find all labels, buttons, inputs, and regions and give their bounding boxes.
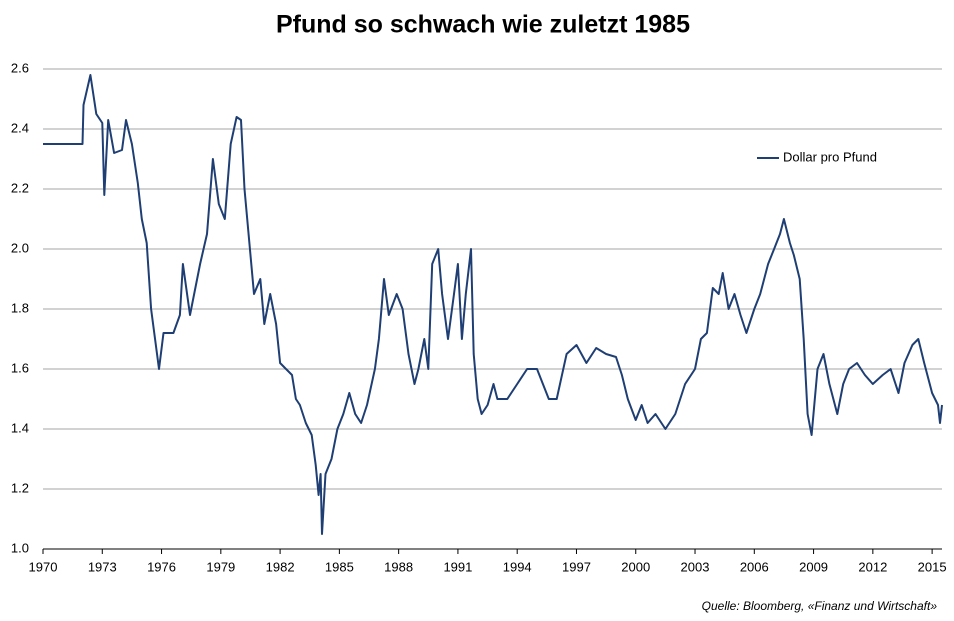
x-tick-label: 2006 xyxy=(740,559,769,574)
chart-title: Pfund so schwach wie zuletzt 1985 xyxy=(276,11,690,39)
y-tick-label: 1.2 xyxy=(11,480,29,495)
x-tick-label: 2000 xyxy=(621,559,650,574)
x-tick-label: 1970 xyxy=(29,559,58,574)
x-tick-label: 1997 xyxy=(562,559,591,574)
x-tick-label: 1976 xyxy=(147,559,176,574)
x-tick-label: 1985 xyxy=(325,559,354,574)
y-tick-label: 2.0 xyxy=(11,240,29,255)
x-tick-label: 1994 xyxy=(503,559,532,574)
x-tick-label: 2003 xyxy=(681,559,710,574)
y-tick-label: 2.4 xyxy=(11,120,29,135)
x-tick-label: 1982 xyxy=(266,559,295,574)
source: Quelle: Bloomberg, «Finanz und Wirtschaf… xyxy=(702,599,938,613)
y-tick-label: 2.2 xyxy=(11,180,29,195)
x-tick-label: 1973 xyxy=(88,559,117,574)
x-tick-label: 2015 xyxy=(918,559,947,574)
legend-label: Dollar pro Pfund xyxy=(783,149,877,164)
x-tick-label: 1988 xyxy=(384,559,413,574)
y-tick-label: 1.0 xyxy=(11,540,29,555)
x-tick-label: 2009 xyxy=(799,559,828,574)
x-tick-label: 1979 xyxy=(206,559,235,574)
y-tick-label: 1.6 xyxy=(11,360,29,375)
y-tick-label: 1.8 xyxy=(11,300,29,315)
x-tick-label: 1991 xyxy=(443,559,472,574)
x-tick-label: 2012 xyxy=(858,559,887,574)
y-tick-label: 2.6 xyxy=(11,60,29,75)
data-line xyxy=(43,74,943,535)
y-tick-label: 1.4 xyxy=(11,420,29,435)
